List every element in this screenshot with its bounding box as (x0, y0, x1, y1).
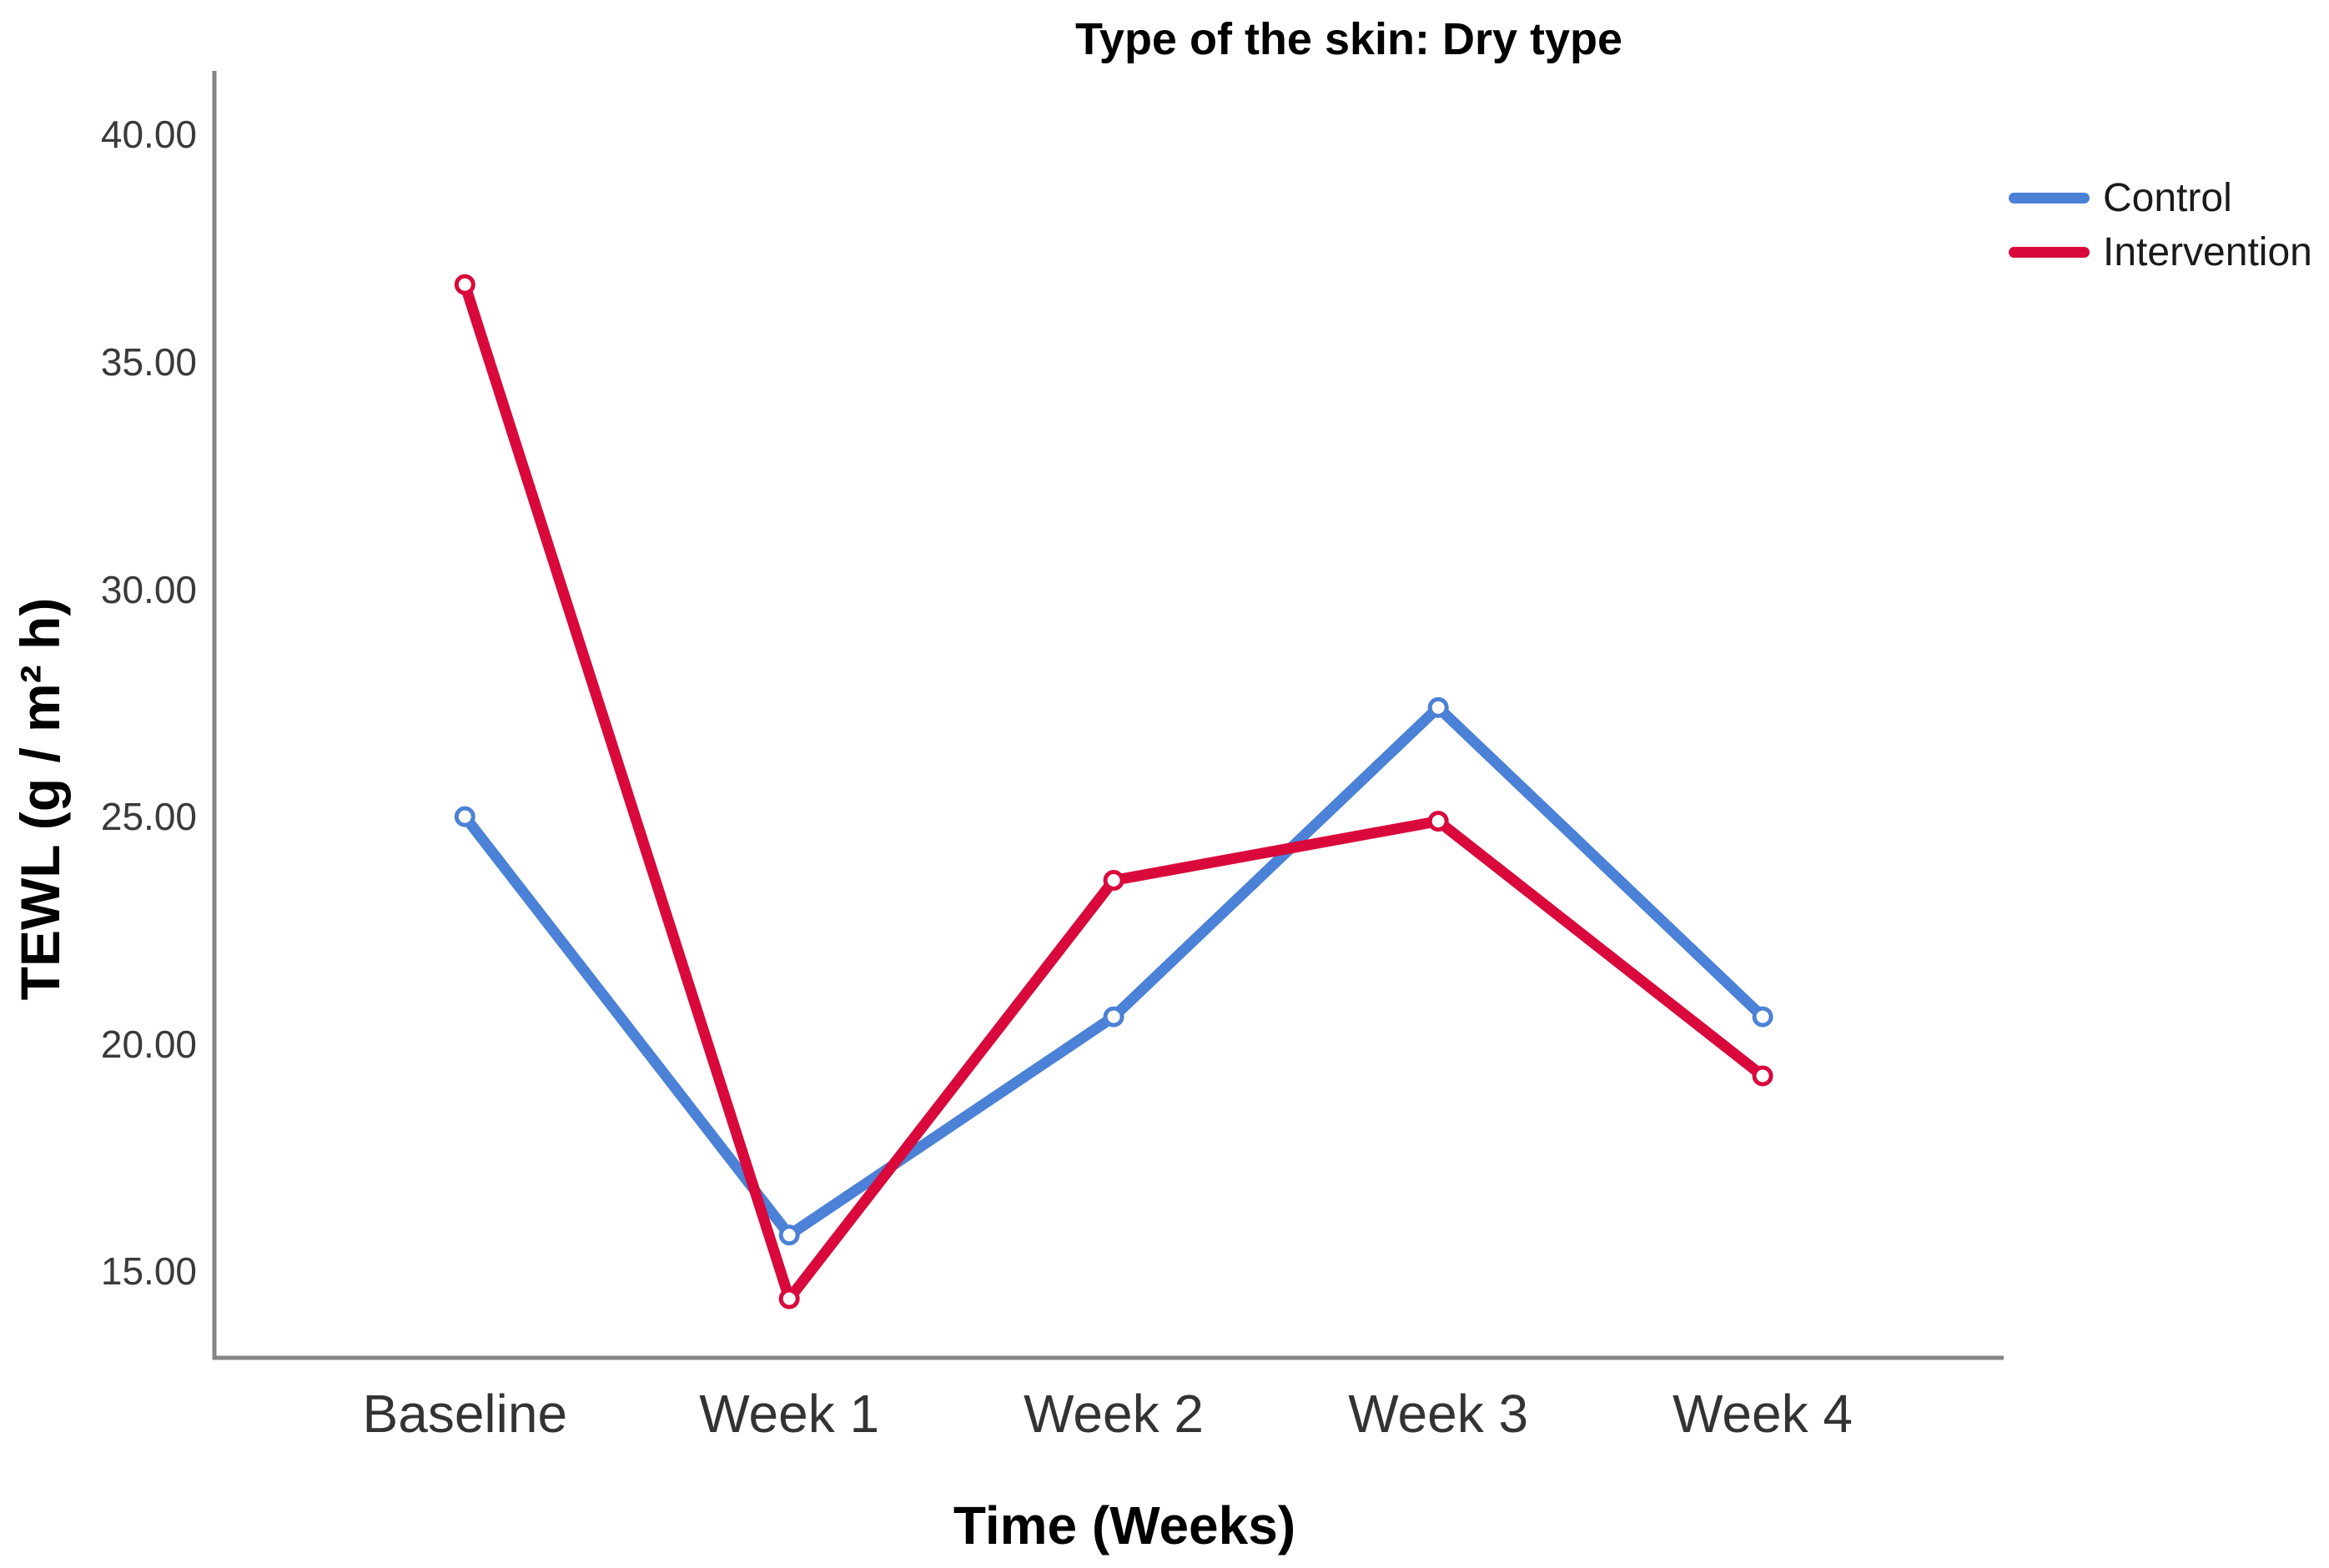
control-line-swatch (2009, 193, 2090, 204)
y-tick-label: 30.00 (100, 567, 197, 611)
legend-label-intervention: Intervention (2103, 230, 2312, 274)
legend: Control Intervention (2009, 171, 2312, 279)
intervention-line-swatch (2009, 247, 2090, 258)
intervention-marker (1103, 870, 1124, 892)
control-line (459, 701, 1768, 1241)
intervention-marker (1752, 1065, 1773, 1087)
control-marker (454, 806, 475, 827)
control-marker (1103, 1006, 1124, 1028)
y-tick-label: 20.00 (100, 1022, 197, 1066)
intervention-marker (778, 1288, 800, 1309)
y-tick-label: 15.00 (100, 1249, 197, 1294)
legend-label-control: Control (2103, 176, 2232, 220)
y-tick-label: 25.00 (100, 795, 197, 839)
x-tick-label: Week 3 (1348, 1384, 1529, 1444)
intervention-marker (1427, 811, 1449, 832)
control-marker (1427, 696, 1449, 718)
x-tick-label: Week 4 (1673, 1384, 1853, 1444)
x-tick-label: Week 2 (1024, 1384, 1204, 1444)
y-tick-label: 40.00 (100, 113, 197, 157)
legend-item-control: Control (2009, 171, 2312, 225)
control-marker (778, 1224, 800, 1246)
x-axis-title: Time (Weeks) (953, 1495, 1296, 1555)
control-marker (1752, 1006, 1773, 1028)
chart-title: Type of the skin: Dry type (1074, 14, 1623, 64)
intervention-line (459, 279, 1768, 1304)
legend-item-intervention: Intervention (2009, 225, 2312, 279)
intervention-marker (454, 274, 475, 295)
y-tick-label: 35.00 (100, 339, 197, 384)
x-tick-label: Week 1 (699, 1384, 880, 1444)
x-tick-label: Baseline (362, 1384, 568, 1444)
